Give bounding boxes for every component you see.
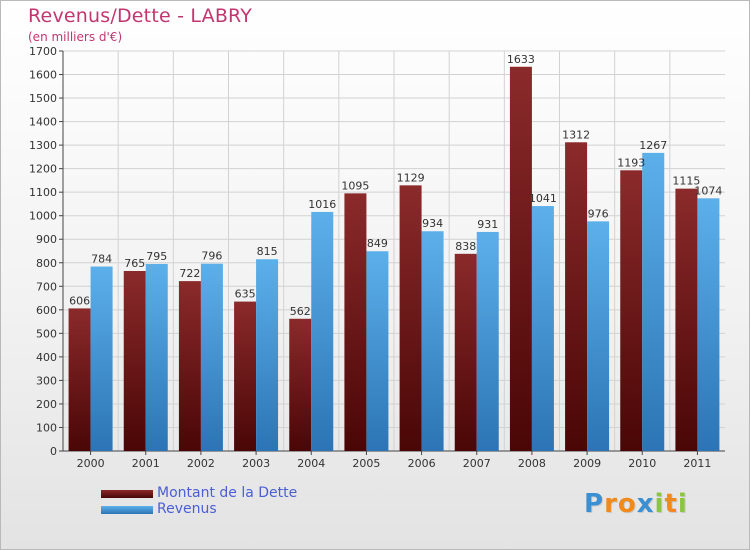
bar-revenus bbox=[90, 266, 113, 451]
data-label-dette: 838 bbox=[455, 240, 476, 253]
data-label-dette: 1129 bbox=[397, 171, 425, 184]
y-tick-label: 500 bbox=[36, 327, 57, 340]
bar-dette bbox=[509, 66, 532, 451]
bar-revenus bbox=[145, 263, 168, 451]
legend-swatch-revenus bbox=[101, 506, 153, 514]
y-tick-label: 1000 bbox=[29, 210, 57, 223]
y-tick-label: 200 bbox=[36, 398, 57, 411]
x-tick-label: 2005 bbox=[352, 457, 380, 470]
data-label-revenus: 815 bbox=[257, 245, 278, 258]
y-tick-label: 1100 bbox=[29, 186, 57, 199]
logo-letter: o bbox=[617, 489, 637, 519]
y-tick-label: 1600 bbox=[29, 69, 57, 82]
logo-letter: i bbox=[677, 489, 688, 519]
x-tick-label: 2004 bbox=[297, 457, 325, 470]
logo-letter: x bbox=[636, 489, 655, 519]
logo-letter: r bbox=[604, 489, 618, 519]
y-tick-label: 300 bbox=[36, 374, 57, 387]
bar-revenus bbox=[531, 206, 554, 451]
data-label-dette: 1115 bbox=[672, 175, 700, 188]
y-tick-label: 400 bbox=[36, 351, 57, 364]
y-tick-label: 700 bbox=[36, 280, 57, 293]
x-tick-label: 2011 bbox=[683, 457, 711, 470]
x-tick-label: 2003 bbox=[242, 457, 270, 470]
x-tick-label: 2007 bbox=[463, 457, 491, 470]
bar-revenus bbox=[476, 231, 499, 451]
x-tick-label: 2008 bbox=[518, 457, 546, 470]
data-label-revenus: 934 bbox=[422, 217, 443, 230]
chart-unit-label: (en milliers d'€) bbox=[28, 30, 123, 44]
data-label-revenus: 1041 bbox=[529, 192, 557, 205]
data-label-dette: 765 bbox=[124, 257, 145, 270]
bar-revenus bbox=[256, 259, 279, 451]
bar-revenus bbox=[421, 231, 444, 451]
y-tick-label: 1400 bbox=[29, 116, 57, 129]
data-label-revenus: 849 bbox=[367, 237, 388, 250]
bar-dette bbox=[565, 142, 588, 451]
x-tick-label: 2002 bbox=[187, 457, 215, 470]
bar-dette bbox=[123, 271, 146, 451]
bar-dette bbox=[178, 281, 201, 451]
data-label-revenus: 784 bbox=[91, 253, 112, 266]
y-tick-label: 600 bbox=[36, 304, 57, 317]
bar-revenus bbox=[200, 263, 223, 451]
logo-letter: P bbox=[584, 489, 605, 519]
data-label-revenus: 1016 bbox=[308, 198, 336, 211]
bar-revenus bbox=[366, 251, 389, 451]
data-label-dette: 1193 bbox=[617, 156, 645, 169]
y-tick-label: 1500 bbox=[29, 92, 57, 105]
x-tick-label: 2010 bbox=[628, 457, 656, 470]
bar-dette bbox=[675, 188, 698, 451]
data-label-revenus: 1074 bbox=[694, 184, 722, 197]
proxiti-logo: Proxiti bbox=[584, 489, 688, 519]
bar-dette bbox=[620, 170, 643, 451]
y-tick-label: 100 bbox=[36, 421, 57, 434]
bar-dette bbox=[289, 318, 312, 451]
y-tick-label: 1700 bbox=[29, 45, 57, 58]
legend-label-revenus: Revenus bbox=[157, 501, 217, 517]
y-axis: 0 100 200 300 400 500 600 700 800 900 1000 1100 1200… bbox=[29, 45, 725, 458]
data-label-dette: 1633 bbox=[507, 53, 535, 66]
bar-revenus bbox=[697, 198, 720, 451]
y-tick-label: 1200 bbox=[29, 163, 57, 176]
data-label-dette: 635 bbox=[235, 288, 256, 301]
legend-swatch-dette bbox=[101, 490, 153, 498]
data-label-revenus: 931 bbox=[477, 218, 498, 231]
data-label-dette: 606 bbox=[69, 294, 90, 307]
data-label-revenus: 796 bbox=[201, 250, 222, 263]
logo-letter: i bbox=[654, 489, 665, 519]
logo-letter: t bbox=[664, 489, 678, 519]
data-label-revenus: 976 bbox=[588, 207, 609, 220]
data-label-revenus: 795 bbox=[146, 250, 167, 263]
x-axis: 2000 2001 2002 2003 2004 2005 2006 2007 2008 2009… bbox=[77, 451, 711, 470]
data-label-dette: 1095 bbox=[341, 179, 369, 192]
legend-label-dette: Montant de la Dette bbox=[157, 485, 298, 501]
x-tick-label: 2006 bbox=[408, 457, 436, 470]
data-label-dette: 1312 bbox=[562, 128, 590, 141]
data-label-revenus: 1267 bbox=[639, 139, 667, 152]
bar-dette bbox=[399, 185, 422, 451]
y-tick-label: 0 bbox=[50, 445, 57, 458]
data-label-dette: 562 bbox=[290, 305, 311, 318]
grid-lines bbox=[63, 50, 725, 452]
chart-title: Revenus/Dette - LABRY bbox=[28, 5, 253, 27]
bar-dette bbox=[344, 193, 367, 451]
y-tick-label: 1300 bbox=[29, 139, 57, 152]
y-tick-label: 800 bbox=[36, 257, 57, 270]
bar-dette bbox=[234, 301, 257, 451]
data-label-dette: 722 bbox=[179, 267, 200, 280]
y-tick-label: 900 bbox=[36, 233, 57, 246]
bar-dette bbox=[68, 308, 91, 451]
x-tick-label: 2000 bbox=[77, 457, 105, 470]
bar-dette bbox=[454, 253, 477, 451]
bar-revenus bbox=[642, 152, 665, 451]
bars-group bbox=[68, 66, 720, 451]
bar-revenus bbox=[587, 221, 610, 451]
x-tick-label: 2009 bbox=[573, 457, 601, 470]
bar-revenus bbox=[311, 211, 334, 451]
x-tick-label: 2001 bbox=[132, 457, 160, 470]
